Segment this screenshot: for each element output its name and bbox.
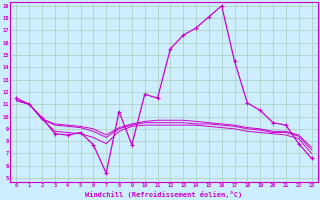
X-axis label: Windchill (Refroidissement éolien,°C): Windchill (Refroidissement éolien,°C) [85, 191, 243, 198]
